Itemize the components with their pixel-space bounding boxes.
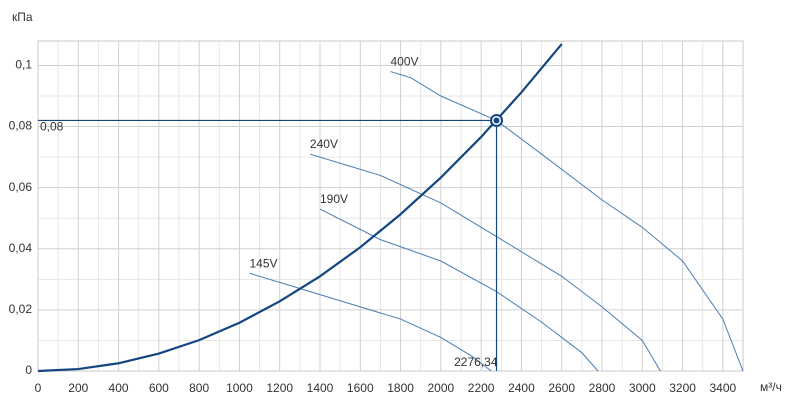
x-tick-label: 400 bbox=[109, 381, 129, 395]
series-line bbox=[309, 153, 661, 372]
x-tick-label: 800 bbox=[189, 381, 209, 395]
plot-frame bbox=[37, 40, 744, 372]
x-tick-label: 3400 bbox=[710, 381, 737, 395]
x-tick-label: 2400 bbox=[508, 381, 535, 395]
x-tick-label: 1200 bbox=[266, 381, 293, 395]
x-tick-label: 0 bbox=[35, 381, 42, 395]
x-tick-label: 1800 bbox=[387, 381, 414, 395]
annotation: 2276,34 bbox=[454, 355, 498, 369]
x-tick-label: 2000 bbox=[428, 381, 455, 395]
x-tick-label: 1600 bbox=[347, 381, 374, 395]
x-tick-label: 1000 bbox=[226, 381, 253, 395]
x-tick-label: 2200 bbox=[468, 381, 495, 395]
x-tick-label: 2800 bbox=[589, 381, 616, 395]
y-tick-label: 0,04 bbox=[9, 241, 33, 255]
y-tick-label: 0,08 bbox=[9, 119, 33, 133]
y-tick-label: 0 bbox=[25, 363, 32, 377]
y-tick-label: 0,02 bbox=[9, 302, 33, 316]
x-tick-label: 1400 bbox=[307, 381, 334, 395]
y-axis-label: кПа bbox=[12, 10, 33, 24]
series-label: 145V bbox=[250, 256, 278, 270]
series-label: 190V bbox=[320, 192, 348, 206]
series-line bbox=[390, 71, 744, 372]
series-line bbox=[37, 43, 563, 373]
x-tick-label: 2600 bbox=[548, 381, 575, 395]
y-tick-label: 0,06 bbox=[9, 180, 33, 194]
x-tick-label: 600 bbox=[149, 381, 169, 395]
series-label: 240V bbox=[310, 137, 338, 151]
annotation: 0,08 bbox=[40, 120, 64, 134]
x-tick-label: 3200 bbox=[669, 381, 696, 395]
y-tick-label: 0,1 bbox=[15, 58, 32, 72]
x-axis-label: м³/ч bbox=[760, 380, 782, 394]
operating-point-core bbox=[493, 117, 500, 124]
x-tick-label: 3000 bbox=[629, 381, 656, 395]
series-line bbox=[319, 208, 599, 372]
x-tick-label: 200 bbox=[68, 381, 88, 395]
series-label: 400V bbox=[391, 55, 419, 69]
